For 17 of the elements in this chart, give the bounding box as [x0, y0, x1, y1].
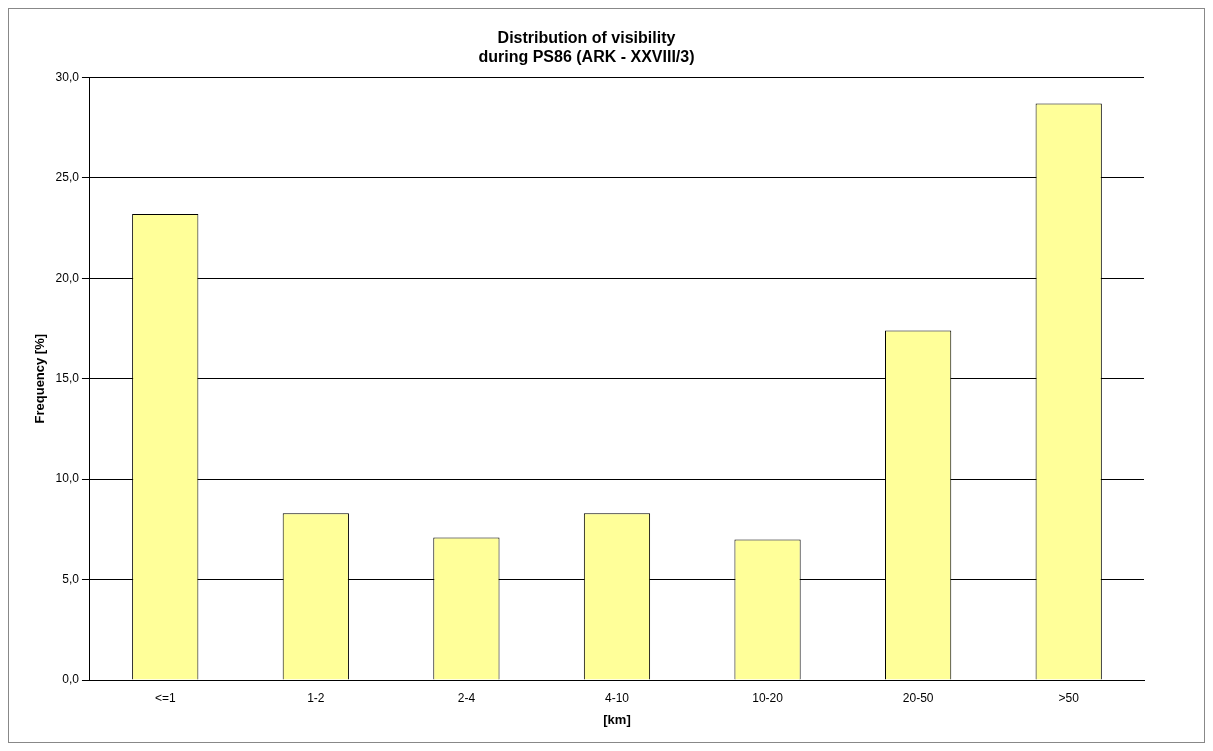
y-tick-label: 5,0: [62, 571, 80, 586]
y-tick-label: 0,0: [62, 672, 80, 687]
y-tick-label: 30,0: [55, 69, 80, 84]
x-tick-label: 10-20: [752, 690, 784, 705]
x-tick-label: <=1: [154, 690, 176, 705]
x-tick-label: 20-50: [902, 690, 934, 705]
x-tick-label: 2-4: [457, 690, 476, 705]
y-axis-title: Frequency [%]: [32, 333, 48, 424]
x-tick-label: 1-2: [307, 690, 325, 705]
x-axis-title: [km]: [603, 711, 631, 727]
chart-title: Distribution of visibility during PS86 (ARK - XXVIII/3): [478, 29, 695, 66]
y-tick-label: 20,0: [55, 270, 80, 285]
y-tick-label: 15,0: [55, 371, 80, 386]
x-tick-label: 4-10: [604, 690, 630, 705]
y-tick-label: 25,0: [55, 170, 80, 185]
x-tick-label: >50: [1058, 690, 1080, 705]
y-tick-label: 10,0: [55, 471, 80, 486]
